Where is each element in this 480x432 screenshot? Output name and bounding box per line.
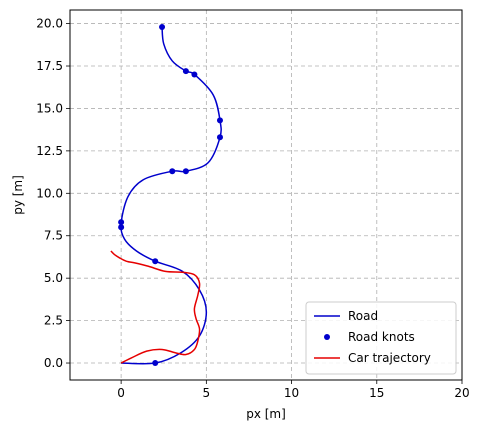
legend-box	[305, 301, 457, 375]
x-tick-label: 0	[117, 386, 125, 400]
ticks: 0 5 10 15 20 0.0 2.5 5.0 7.5 10.0 12.5 15.0 17.5 20.0	[36, 17, 469, 400]
road-knot-point	[182, 168, 189, 175]
road-knot-point	[191, 71, 198, 78]
x-axis-label: px [m]	[246, 407, 286, 421]
road-knot-point	[152, 360, 159, 367]
y-tick-label: 12.5	[36, 144, 63, 158]
legend: Road Road knots Car trajectory	[305, 301, 457, 375]
road-knot-point	[159, 23, 166, 30]
y-tick-label: 17.5	[36, 59, 63, 73]
y-tick-label: 10.0	[36, 186, 63, 200]
y-tick-label: 15.0	[36, 101, 63, 115]
x-tick-label: 10	[284, 386, 299, 400]
road-knot-point	[118, 224, 125, 231]
legend-label: Road knots	[348, 330, 415, 344]
axes-frame	[69, 9, 463, 381]
x-tick-label: 15	[369, 386, 384, 400]
y-tick-label: 20.0	[36, 17, 63, 31]
plot-area	[110, 23, 223, 367]
y-tick-label: 7.5	[44, 229, 63, 243]
x-tick-label: 20	[454, 386, 469, 400]
y-tick-label: 0.0	[44, 356, 63, 370]
road-knot-point	[169, 168, 176, 175]
y-axis-label: py [m]	[11, 175, 25, 215]
series-line-2	[110, 250, 201, 364]
x-tick-label: 5	[203, 386, 211, 400]
y-tick-label: 2.5	[44, 314, 63, 328]
road-knot-point	[216, 134, 223, 141]
road-knot-point	[118, 219, 125, 226]
road-knot-point	[182, 68, 189, 75]
legend-label: Car trajectory	[348, 351, 431, 365]
legend-swatch-marker	[324, 334, 330, 340]
y-tick-label: 5.0	[44, 271, 63, 285]
legend-label: Road	[348, 309, 378, 323]
road-knot-point	[216, 117, 223, 124]
road-knot-point	[152, 258, 159, 265]
